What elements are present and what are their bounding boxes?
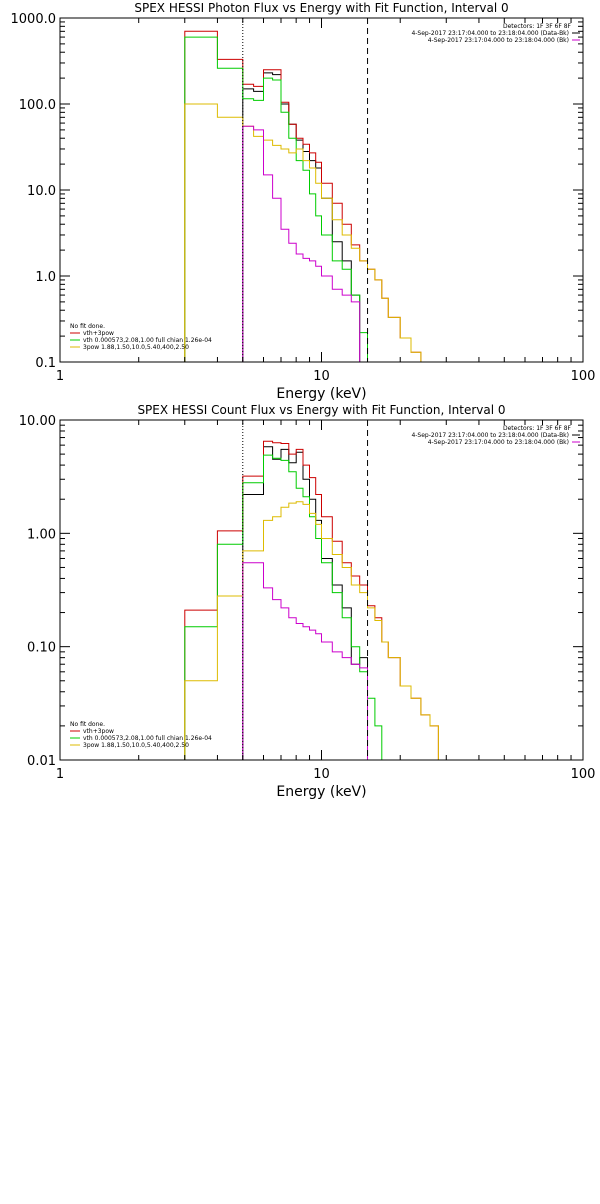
legend-bottom-entry: 3pow 1.88,1.50,10.0,5.40,400,2.50 — [83, 742, 189, 749]
chart-title: SPEX HESSI Count Flux vs Energy with Fit… — [137, 403, 505, 417]
series-line-5 — [242, 125, 368, 362]
series-line-4 — [184, 501, 439, 760]
x-tick-label: 10 — [313, 369, 330, 384]
series-line-3 — [184, 454, 389, 760]
y-tick-label: 100.0 — [19, 98, 56, 113]
x-tick-label: 100 — [571, 369, 596, 384]
axis-frame — [59, 419, 584, 761]
legend-bottom-entry: vth+3pow — [83, 728, 114, 735]
legend-top-entry: 4-Sep-2017 23:17:04.000 to 23:18:04.000 … — [411, 30, 569, 37]
y-tick-label: 1.0 — [35, 270, 56, 285]
x-tick-label: 100 — [571, 767, 596, 782]
x-axis-label: Energy (keV) — [276, 386, 366, 402]
legend-bottom-header: No fit done. — [70, 323, 105, 330]
series-line-2 — [184, 440, 439, 760]
legend-top-header: Detectors: 1F 3F 6F 8F — [503, 23, 572, 30]
series-line-3 — [184, 36, 368, 362]
chart-title: SPEX HESSI Photon Flux vs Energy with Fi… — [134, 1, 508, 15]
y-tick-label: 10.0 — [27, 184, 56, 199]
y-tick-label: 1.00 — [27, 527, 56, 542]
chart-panel-2: SPEX HESSI Count Flux vs Energy with Fit… — [19, 403, 596, 800]
legend-bottom-entry: vth 0.000573,2.08,1.00 full chian 1.26e-… — [83, 735, 212, 742]
y-tick-label: 0.1 — [35, 356, 56, 371]
x-tick-label: 1 — [56, 369, 64, 384]
x-tick-label: 1 — [56, 767, 64, 782]
legend-bottom-header: No fit done. — [70, 721, 105, 728]
legend-top-entry: 4-Sep-2017 23:17:04.000 to 23:18:04.000 … — [411, 432, 569, 439]
legend-bottom-entry: vth 0.000573,2.08,1.00 full chian 1.26e-… — [83, 337, 212, 344]
series-line-4 — [184, 103, 439, 362]
x-axis-label: Energy (keV) — [276, 784, 366, 800]
legend-top-entry: 4-Sep-2017 23:17:04.000 to 23:18:04.000 … — [428, 37, 569, 44]
legend-top-entry: 4-Sep-2017 23:17:04.000 to 23:18:04.000 … — [428, 439, 569, 446]
series-line-1 — [242, 72, 368, 362]
series-line-2 — [184, 30, 439, 362]
series-line-5 — [242, 562, 368, 760]
legend-top-header: Detectors: 1F 3F 6F 8F — [503, 425, 572, 432]
series-line-1 — [242, 446, 368, 760]
y-tick-label: 0.01 — [27, 754, 56, 769]
legend-bottom-entry: vth+3pow — [83, 330, 114, 337]
y-tick-label: 1000.0 — [11, 12, 57, 27]
chart-panel-1: SPEX HESSI Photon Flux vs Energy with Fi… — [11, 1, 596, 402]
y-tick-label: 0.10 — [27, 641, 56, 656]
x-tick-label: 10 — [313, 767, 330, 782]
legend-bottom-entry: 3pow 1.88,1.50,10.0,5.40,400,2.50 — [83, 344, 189, 351]
y-tick-label: 10.00 — [19, 414, 56, 429]
